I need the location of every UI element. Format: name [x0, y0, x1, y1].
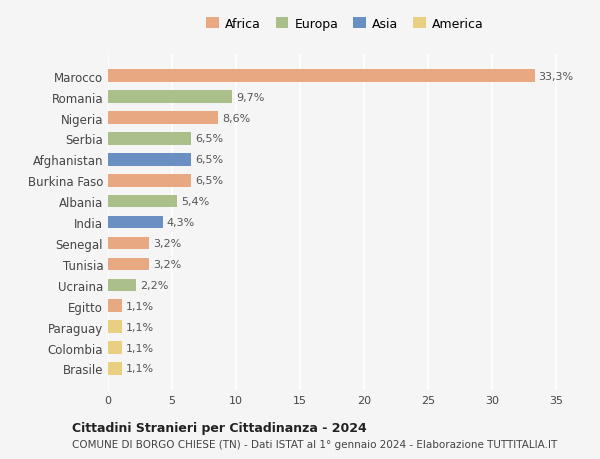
Text: 6,5%: 6,5% — [195, 134, 223, 144]
Text: 6,5%: 6,5% — [195, 155, 223, 165]
Bar — [108, 133, 191, 146]
Bar — [108, 70, 535, 83]
Text: COMUNE DI BORGO CHIESE (TN) - Dati ISTAT al 1° gennaio 2024 - Elaborazione TUTTI: COMUNE DI BORGO CHIESE (TN) - Dati ISTAT… — [72, 440, 557, 449]
Text: Cittadini Stranieri per Cittadinanza - 2024: Cittadini Stranieri per Cittadinanza - 2… — [72, 421, 367, 435]
Text: 1,1%: 1,1% — [126, 301, 154, 311]
Text: 5,4%: 5,4% — [181, 197, 209, 207]
Bar — [108, 363, 122, 375]
Legend: Africa, Europa, Asia, America: Africa, Europa, Asia, America — [206, 18, 484, 31]
Bar — [108, 196, 177, 208]
Bar — [108, 237, 149, 250]
Text: 1,1%: 1,1% — [126, 322, 154, 332]
Bar — [108, 154, 191, 166]
Text: 33,3%: 33,3% — [538, 72, 574, 82]
Text: 9,7%: 9,7% — [236, 92, 265, 102]
Bar — [108, 91, 232, 104]
Bar — [108, 216, 163, 229]
Bar — [108, 258, 149, 271]
Text: 6,5%: 6,5% — [195, 176, 223, 186]
Bar — [108, 321, 122, 333]
Text: 1,1%: 1,1% — [126, 364, 154, 374]
Text: 8,6%: 8,6% — [222, 113, 250, 123]
Text: 4,3%: 4,3% — [167, 218, 195, 228]
Bar — [108, 341, 122, 354]
Text: 3,2%: 3,2% — [153, 259, 181, 269]
Text: 1,1%: 1,1% — [126, 343, 154, 353]
Text: 3,2%: 3,2% — [153, 239, 181, 248]
Bar — [108, 300, 122, 312]
Bar — [108, 174, 191, 187]
Text: 2,2%: 2,2% — [140, 280, 169, 290]
Bar — [108, 279, 136, 291]
Bar — [108, 112, 218, 124]
